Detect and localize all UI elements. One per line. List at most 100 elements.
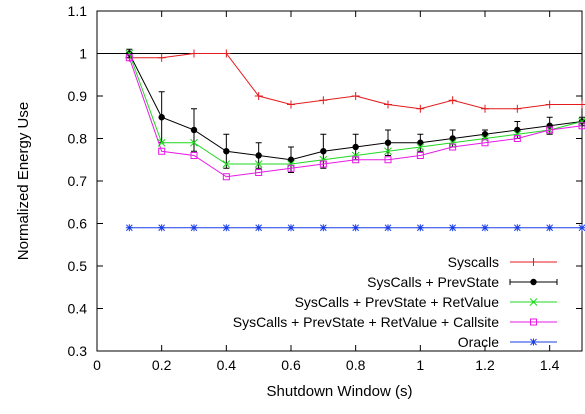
point-marker — [513, 135, 521, 142]
legend-item: SysCalls + PrevState + RetValue — [295, 294, 557, 310]
point-marker — [125, 49, 134, 58]
point-marker — [255, 169, 263, 176]
point-marker — [287, 100, 295, 109]
x-tick-label: 1 — [416, 357, 424, 373]
point-marker — [384, 147, 392, 156]
point-marker — [481, 131, 489, 138]
y-tick-label: 0.8 — [68, 131, 88, 147]
point-marker — [352, 156, 360, 164]
point-marker — [190, 224, 198, 232]
point-marker — [384, 156, 392, 164]
x-axis-label: Shutdown Window (s) — [267, 383, 413, 400]
point-marker — [254, 160, 263, 168]
point-marker — [287, 160, 295, 168]
point-marker — [529, 258, 538, 266]
y-tick-label: 0.3 — [68, 343, 88, 359]
point-marker — [481, 139, 489, 147]
y-tick-label: 1.1 — [68, 3, 88, 19]
point-marker — [254, 92, 263, 100]
point-marker — [449, 224, 457, 232]
point-marker — [449, 135, 456, 142]
y-tick-label: 0.9 — [68, 88, 88, 104]
point-marker — [546, 224, 554, 232]
legend-label: SysCalls + PrevState + RetValue — [295, 294, 500, 310]
legend-item: SysCalls + PrevState — [367, 274, 558, 290]
point-marker — [545, 100, 554, 109]
point-marker — [416, 224, 424, 232]
point-marker — [158, 114, 165, 121]
series-line — [128, 57, 583, 178]
x-tick-label: 0.2 — [152, 357, 172, 373]
series-syscalls-prevstate-retvalue — [125, 49, 585, 168]
point-marker — [223, 148, 230, 155]
point-marker — [222, 49, 231, 58]
point-marker — [190, 152, 198, 159]
point-marker — [481, 104, 489, 113]
legend-label: Syscalls — [448, 254, 499, 270]
x-tick-label: 0.6 — [281, 357, 301, 373]
series-syscalls-prevstate — [126, 48, 585, 173]
point-marker — [319, 96, 328, 105]
point-marker — [578, 100, 585, 109]
point-marker — [530, 278, 537, 286]
point-marker — [416, 143, 425, 151]
point-marker — [190, 126, 198, 134]
point-marker — [222, 173, 230, 181]
x-tick-label: 0.8 — [346, 357, 366, 373]
y-tick-label: 0.5 — [68, 258, 88, 274]
point-marker — [417, 139, 424, 146]
legend-item: Syscalls — [448, 254, 557, 270]
point-marker — [481, 224, 489, 232]
point-marker — [546, 126, 554, 134]
y-axis: 0.3 0.4 0.5 0.6 0.7 0.8 0.9 1 1.1 — [68, 3, 582, 359]
point-marker — [319, 155, 328, 164]
point-marker — [351, 151, 360, 160]
series-layer — [125, 48, 585, 232]
point-marker — [190, 49, 198, 58]
legend-item: SysCalls + PrevState + RetValue + Callsi… — [233, 314, 557, 330]
point-marker — [319, 160, 327, 168]
point-marker — [384, 224, 392, 232]
y-axis-label: Normalized Energy Use — [15, 102, 32, 260]
point-marker — [578, 122, 585, 130]
point-marker — [416, 152, 424, 159]
point-marker — [448, 138, 457, 147]
y-tick-label: 0.4 — [68, 301, 88, 317]
point-marker — [449, 143, 457, 151]
point-marker — [255, 224, 263, 232]
point-marker — [287, 164, 295, 172]
point-marker — [157, 53, 166, 62]
point-marker — [222, 160, 231, 168]
series-line — [129, 53, 582, 110]
legend-label: SysCalls + PrevState + RetValue + Callsi… — [233, 314, 499, 330]
series-syscalls-prevstate-retvalue-callsite — [125, 54, 585, 181]
point-marker — [158, 147, 166, 155]
point-marker — [287, 224, 295, 232]
point-marker — [352, 143, 359, 151]
x-tick-label: 0 — [93, 357, 101, 373]
series-oracle — [125, 224, 585, 232]
point-marker — [190, 138, 198, 147]
point-marker — [255, 152, 262, 159]
point-marker — [222, 224, 230, 232]
legend-label: Oracle — [458, 334, 499, 350]
legend-label: SysCalls + PrevState — [367, 274, 499, 290]
x-tick-label: 0.4 — [217, 357, 237, 373]
point-marker — [530, 318, 537, 326]
point-marker — [384, 100, 392, 109]
point-marker — [529, 298, 538, 306]
legend-errorbar — [509, 279, 558, 285]
point-marker — [351, 92, 360, 100]
x-tick-label: 1.4 — [540, 357, 560, 373]
point-marker — [125, 224, 133, 232]
y-tick-label: 1 — [79, 46, 87, 62]
point-marker — [319, 224, 327, 232]
point-marker — [416, 104, 425, 113]
point-marker — [513, 224, 521, 232]
x-tick-label: 1.2 — [475, 357, 495, 373]
point-marker — [513, 130, 522, 139]
point-marker — [448, 96, 457, 105]
point-marker — [125, 54, 133, 62]
legend: Syscalls SysCalls + PrevState SysCalls + P… — [233, 254, 558, 350]
point-marker — [158, 224, 166, 232]
